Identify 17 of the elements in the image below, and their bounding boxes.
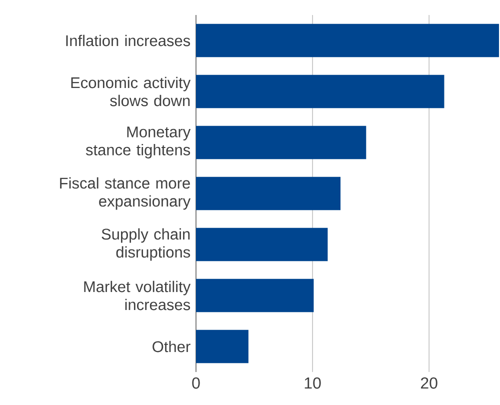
x-tick-label: 10 (304, 377, 321, 389)
bar (196, 330, 248, 364)
bar (196, 24, 499, 58)
y-tick-label: Inflation increases (66, 34, 190, 46)
bar (196, 74, 444, 108)
y-tick-label: Market volatility increases (84, 280, 191, 310)
bar (196, 278, 314, 312)
y-tick-label: Monetary stance tightens (86, 126, 191, 158)
y-tick-label: Other (152, 340, 190, 352)
x-tick-label: 20 (420, 377, 438, 389)
bar (196, 176, 341, 210)
y-tick-label: Supply chain disruptions (102, 228, 190, 261)
bar (196, 126, 366, 160)
y-tick-label: Fiscal stance more expansionary (60, 177, 191, 210)
bar (196, 228, 328, 262)
y-tick-label: Economic activity slows down (71, 76, 191, 106)
x-tick-label: 0 (192, 377, 200, 389)
